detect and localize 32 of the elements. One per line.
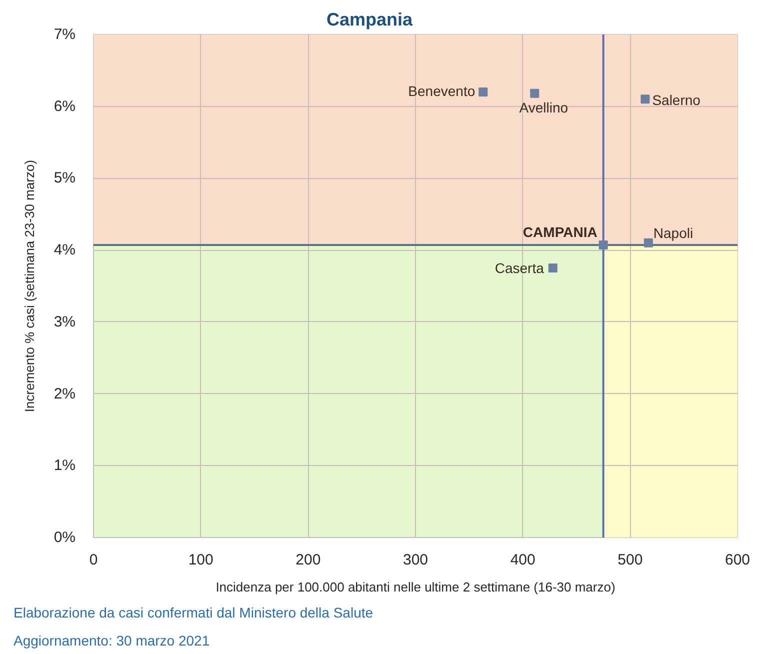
annotation: Caserta [494,260,544,276]
x-tick-label: 200 [296,552,321,568]
y-axis-title: Incremento % casi (settimana 23-30 marzo) [22,160,37,412]
y-tick-label: 3% [54,313,76,330]
y-tick-label: 4% [54,242,76,259]
text: Aggiornamento: 30 marzo 2021 [14,632,210,648]
point [478,87,488,96]
y-tick-label: 0% [54,529,76,546]
x-tick-label: 300 [402,552,428,568]
chart-title: Campania [326,10,414,30]
point [598,240,608,250]
annotation: CAMPANIA [522,224,598,240]
annotation: Napoli [653,224,694,241]
x-tick-label: 400 [510,552,536,568]
point [530,88,540,98]
point [548,264,558,273]
x-tick-label: 500 [618,552,643,568]
x-axis-title: Incidenza per 100.000 abitanti nelle ultime 2 settimane (16-30 marzo) [216,580,616,594]
y-tick-label: 2% [54,385,76,402]
y-tick-label: 7% [54,26,76,43]
point [644,238,653,248]
y-tick-label: 6% [54,98,76,115]
x-tick-label: 600 [724,552,750,568]
point [640,94,650,104]
annotation: Benevento [408,82,476,99]
y-tick-label: 1% [54,457,76,474]
x-tick-label: 0 [89,552,98,568]
y-tick-label: 5% [54,170,76,187]
annotation: Salerno [652,92,701,108]
annotation: Avellino [519,99,568,116]
text: Elaborazione da casi confermati dal Ministero della Salute [14,604,374,620]
x-tick-label: 100 [188,552,214,568]
